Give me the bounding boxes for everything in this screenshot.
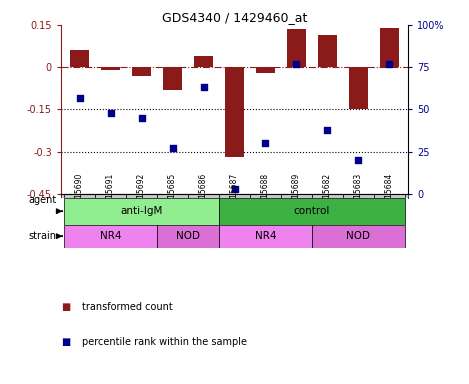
- Text: NOD: NOD: [176, 231, 200, 241]
- Text: GSM915686: GSM915686: [199, 173, 208, 219]
- Text: GSM915690: GSM915690: [75, 173, 84, 219]
- Text: GSM915687: GSM915687: [230, 173, 239, 219]
- Bar: [188, 194, 219, 198]
- Point: [262, 140, 269, 146]
- Text: GSM915692: GSM915692: [137, 173, 146, 219]
- Text: transformed count: transformed count: [82, 302, 173, 312]
- Text: ■: ■: [61, 337, 70, 347]
- Text: control: control: [294, 206, 330, 216]
- Bar: [312, 194, 343, 198]
- Point: [169, 145, 176, 151]
- Point: [324, 127, 331, 133]
- Bar: [343, 194, 374, 198]
- Bar: [64, 225, 157, 248]
- Title: GDS4340 / 1429460_at: GDS4340 / 1429460_at: [162, 11, 307, 24]
- Bar: [287, 29, 306, 67]
- Text: NR4: NR4: [255, 231, 276, 241]
- Text: percentile rank within the sample: percentile rank within the sample: [82, 337, 247, 347]
- Bar: [318, 35, 337, 67]
- Point: [355, 157, 362, 163]
- Point: [231, 186, 238, 192]
- Bar: [163, 67, 182, 90]
- Bar: [64, 194, 95, 198]
- Text: GSM915688: GSM915688: [261, 173, 270, 219]
- Text: anti-IgM: anti-IgM: [121, 206, 163, 216]
- Text: GSM915691: GSM915691: [106, 173, 115, 219]
- Bar: [380, 28, 399, 67]
- Bar: [219, 198, 405, 225]
- Bar: [101, 67, 120, 70]
- Point: [107, 110, 114, 116]
- Text: GSM915683: GSM915683: [354, 173, 363, 219]
- Text: NOD: NOD: [347, 231, 371, 241]
- Bar: [281, 194, 312, 198]
- Text: GSM915682: GSM915682: [323, 173, 332, 219]
- Bar: [157, 194, 188, 198]
- Text: agent: agent: [28, 195, 56, 205]
- Bar: [374, 194, 405, 198]
- Bar: [219, 225, 312, 248]
- Text: ■: ■: [61, 302, 70, 312]
- Bar: [256, 67, 275, 73]
- Text: strain: strain: [28, 231, 56, 241]
- Bar: [312, 225, 405, 248]
- Bar: [349, 67, 368, 109]
- Text: GSM915684: GSM915684: [385, 173, 394, 219]
- Text: GSM915689: GSM915689: [292, 173, 301, 219]
- Point: [76, 94, 83, 101]
- Bar: [64, 198, 219, 225]
- Bar: [126, 194, 157, 198]
- Point: [138, 115, 145, 121]
- Point: [386, 61, 393, 67]
- Bar: [219, 194, 250, 198]
- Point: [293, 61, 300, 67]
- Bar: [157, 225, 219, 248]
- Text: NR4: NR4: [100, 231, 121, 241]
- Point: [200, 84, 207, 91]
- Text: GSM915685: GSM915685: [168, 173, 177, 219]
- Bar: [70, 50, 89, 67]
- Bar: [95, 194, 126, 198]
- Bar: [225, 67, 244, 157]
- Bar: [250, 194, 281, 198]
- Bar: [132, 67, 151, 76]
- Bar: [194, 56, 213, 67]
